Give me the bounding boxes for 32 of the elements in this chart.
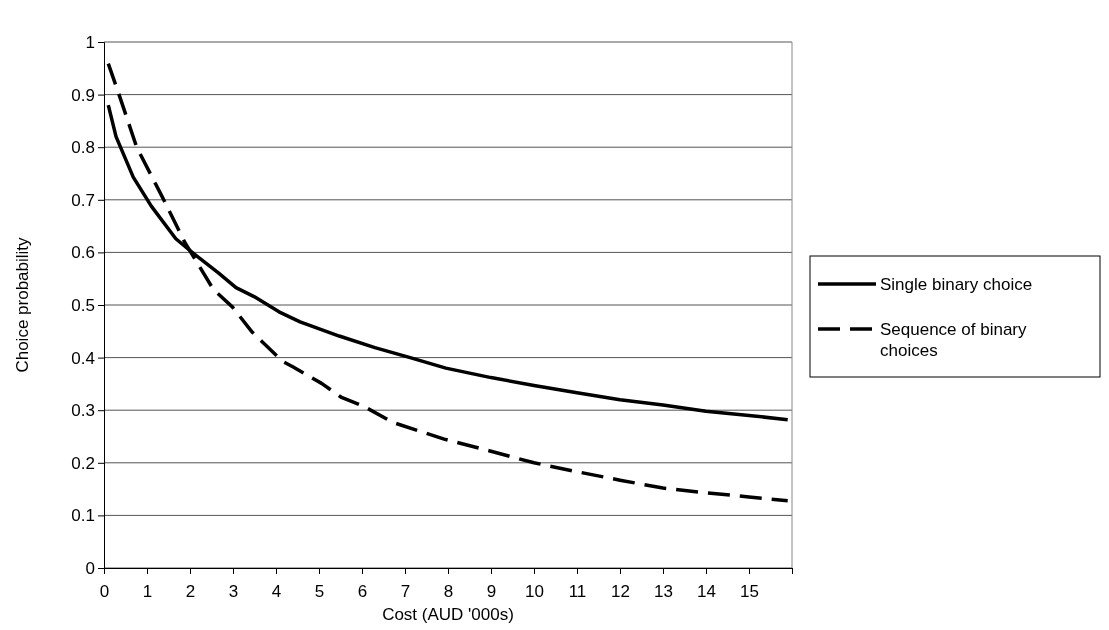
x-tick-label: 11: [568, 582, 587, 602]
y-tick-label: 0.2: [71, 453, 95, 473]
x-tick-label: 10: [525, 582, 544, 602]
line-series: [106, 61, 790, 503]
legend-label: Single binary choice: [880, 275, 1033, 294]
x-tick-label: 2: [185, 582, 196, 602]
x-tick-label: 14: [697, 582, 716, 602]
y-axis-title: Choice probability: [13, 236, 32, 373]
y-tick-label: 0.3: [71, 401, 95, 421]
x-tick-label: 7: [400, 582, 411, 602]
x-tick-label: 15: [740, 582, 759, 602]
x-tick-label: 6: [357, 582, 368, 602]
x-tick-label: 5: [314, 582, 325, 602]
y-tick-label: 0.1: [71, 506, 95, 526]
x-tick-label: 12: [611, 582, 630, 602]
x-tick-label: 1: [142, 582, 153, 602]
y-tick-label: 0.5: [71, 295, 95, 315]
y-tick-label: 0.6: [71, 243, 95, 263]
x-tick-label: 13: [654, 582, 673, 602]
legend-label: Sequence of binary choices: [880, 320, 1027, 360]
x-tick-label: 3: [228, 582, 239, 602]
x-axis-title: Cost (AUD '000s): [382, 605, 514, 624]
y-tick-label: 0: [85, 558, 95, 578]
y-tick-label: 0.8: [71, 138, 95, 158]
y-tick-label: 1: [85, 32, 95, 52]
y-tick-label: 0.4: [71, 348, 95, 368]
y-tick-label: 0.7: [71, 190, 95, 210]
x-tick-label: 8: [443, 582, 454, 602]
y-tick-label: 0.9: [71, 85, 95, 105]
x-tick-label: 4: [271, 582, 282, 602]
x-tick-label: 9: [486, 582, 497, 602]
x-tick-label: 0: [99, 582, 110, 602]
